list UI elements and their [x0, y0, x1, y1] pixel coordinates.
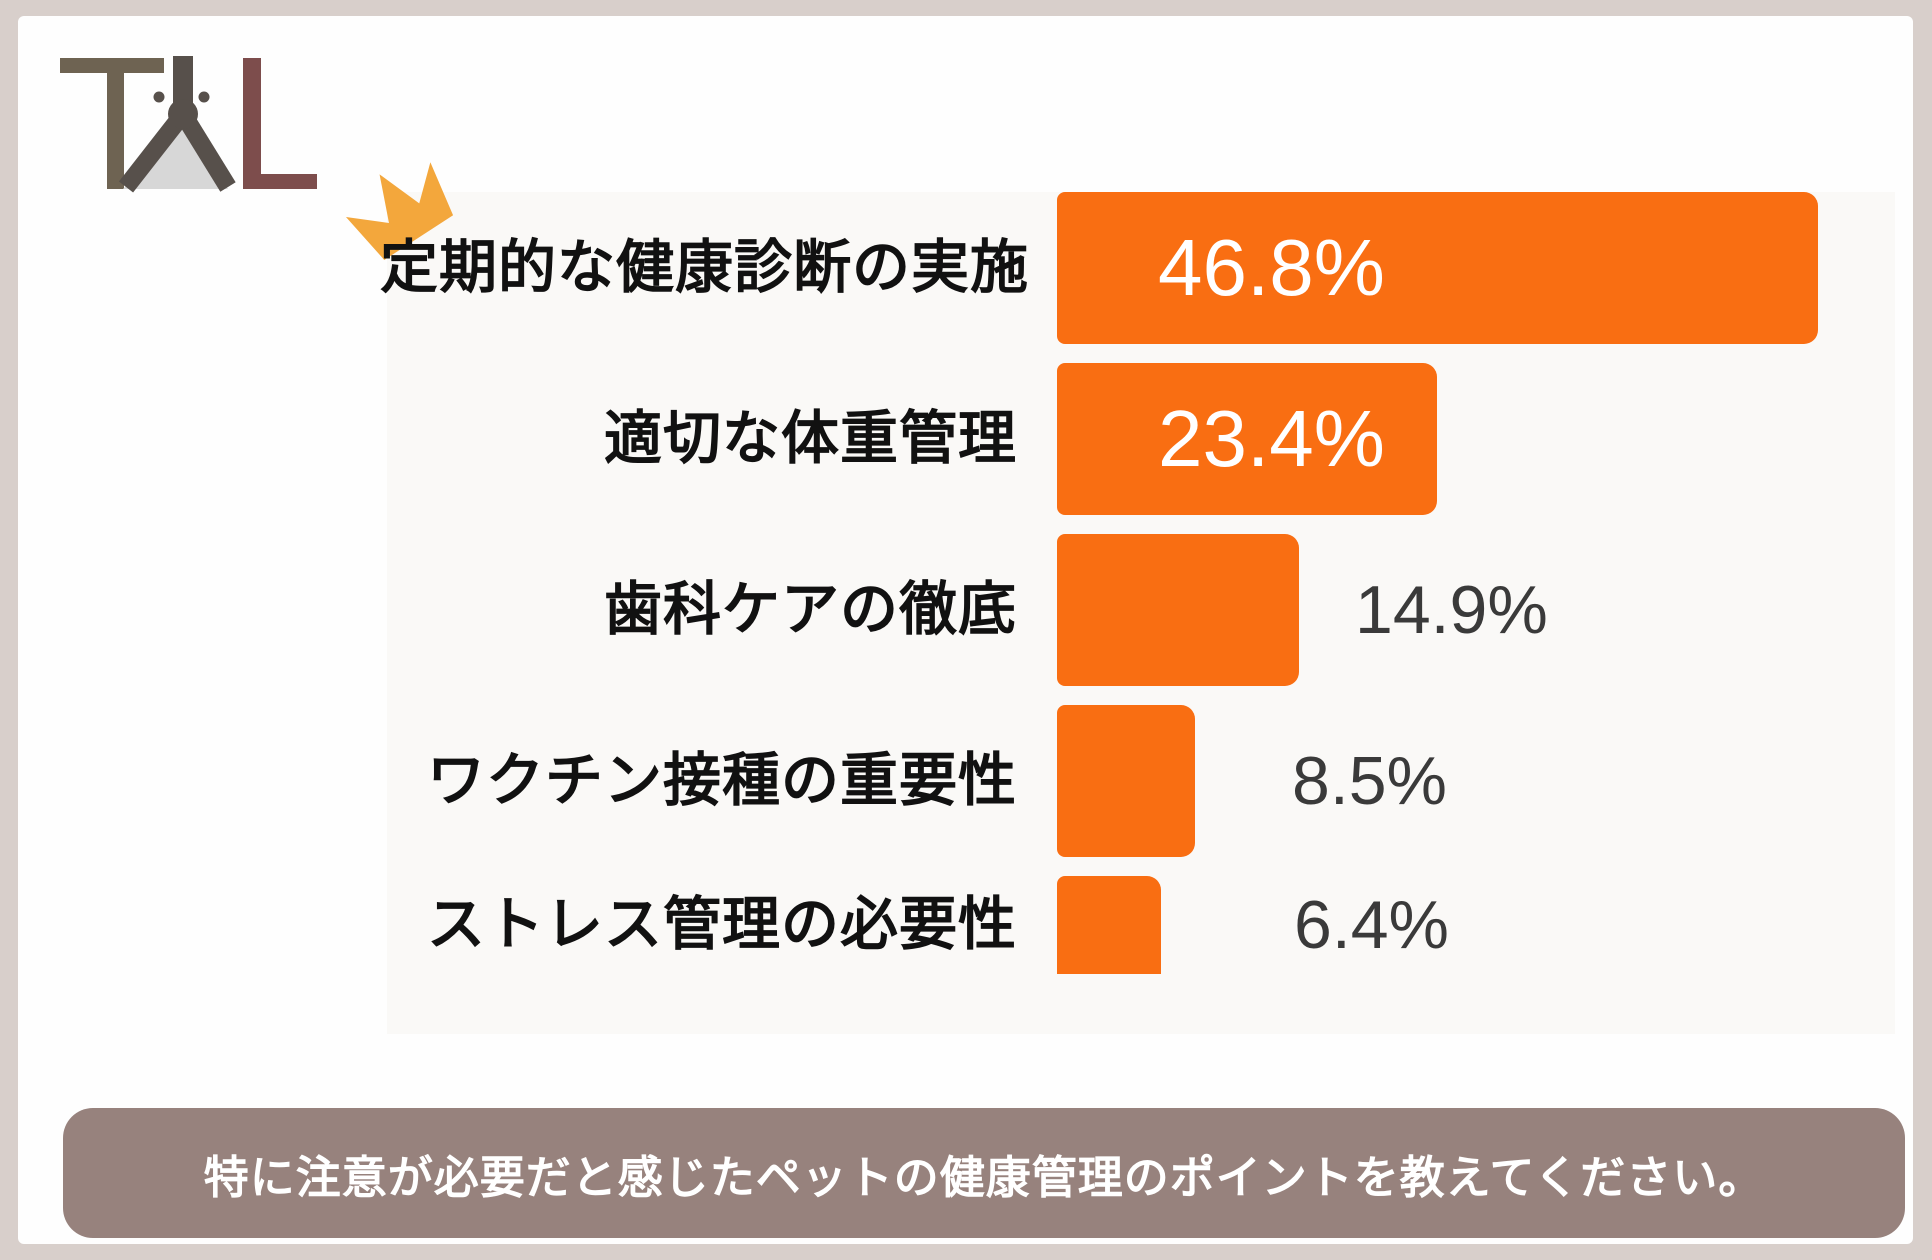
chart-row: 適切な体重管理 23.4% [380, 363, 1910, 515]
question-banner: 特に注意が必要だと感じたペットの健康管理のポイントを教えてください。 [63, 1108, 1905, 1238]
bar-area: 23.4% [1057, 363, 1437, 515]
category-label: ワクチン接種の重要性 [426, 748, 1017, 813]
bar: 23.4% [1057, 363, 1437, 515]
value-label-outside: 8.5% [1292, 743, 1447, 819]
value-label-inside: 23.4% [1158, 394, 1385, 483]
chart-row: ストレス管理の必要性 6.4% [380, 876, 1910, 974]
bar-area: 14.9% [1057, 534, 1548, 686]
bar: 46.8% [1057, 192, 1818, 344]
value-label-outside: 6.4% [1294, 887, 1449, 963]
category-label: 適切な体重管理 [603, 406, 1017, 471]
category-label: 定期的な健康診断の実施 [380, 235, 1030, 300]
value-label-inside: 46.8% [1158, 223, 1385, 312]
logo-letter-a-compass [118, 56, 236, 193]
bar-area: 46.8% [1057, 192, 1818, 344]
crown-icon [345, 162, 454, 260]
bar [1057, 534, 1299, 686]
bar-area: 6.4% [1057, 876, 1449, 974]
bar-chart: 定期的な健康診断の実施 46.8% 適切な体重管理 23.4% 歯科ケアの徹底 [380, 192, 1910, 974]
chart-row: 定期的な健康診断の実施 46.8% [380, 192, 1910, 344]
brand-logo: TAL [60, 56, 317, 193]
logo-letter-t [60, 58, 164, 189]
category-label: ストレス管理の必要性 [426, 892, 1017, 957]
chart-row: 歯科ケアの徹底 14.9% [380, 534, 1910, 686]
category-label: 歯科ケアの徹底 [603, 577, 1017, 642]
chart-row: ワクチン接種の重要性 8.5% [380, 705, 1910, 857]
value-label-outside: 14.9% [1355, 572, 1548, 648]
infographic-card: TAL [18, 16, 1913, 1244]
bar [1057, 876, 1161, 974]
question-text: 特に注意が必要だと感じたペットの健康管理のポイントを教えてください。 [203, 1151, 1765, 1203]
bar [1057, 705, 1195, 857]
logo-letter-l [243, 58, 317, 189]
bar-area: 8.5% [1057, 705, 1447, 857]
